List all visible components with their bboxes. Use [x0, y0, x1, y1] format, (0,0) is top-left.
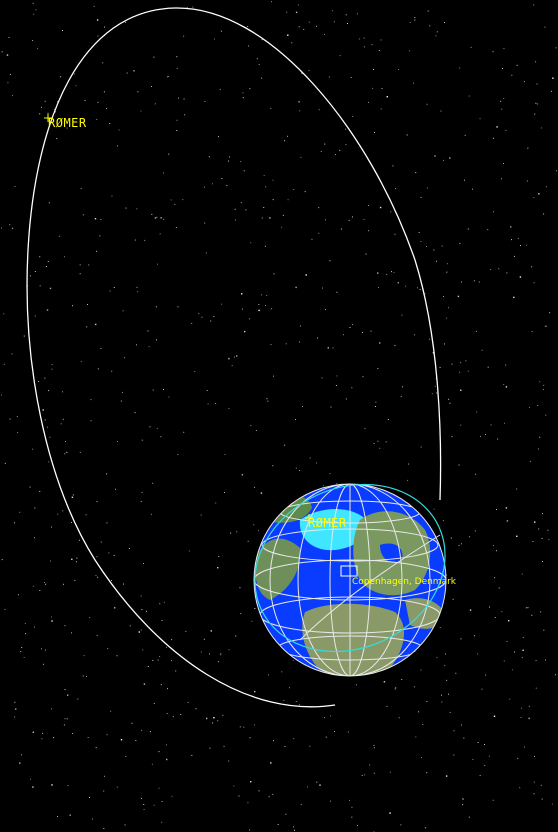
earth-globe[interactable]	[227, 454, 472, 682]
subsatellite-point-marker[interactable]	[305, 514, 313, 522]
ground-track-line	[299, 534, 441, 641]
satellite-label: RØMER	[48, 116, 87, 130]
satellite-orbit-path	[26, 7, 442, 708]
africa-landmass	[302, 603, 405, 676]
satellite-marker[interactable]	[44, 114, 52, 122]
ground-track-label: RØMER	[308, 516, 347, 530]
coverage-footprint	[254, 483, 446, 653]
ground-station-label: Copenhagen, Denmark	[352, 577, 457, 587]
ground-station-marker[interactable]	[340, 565, 358, 577]
